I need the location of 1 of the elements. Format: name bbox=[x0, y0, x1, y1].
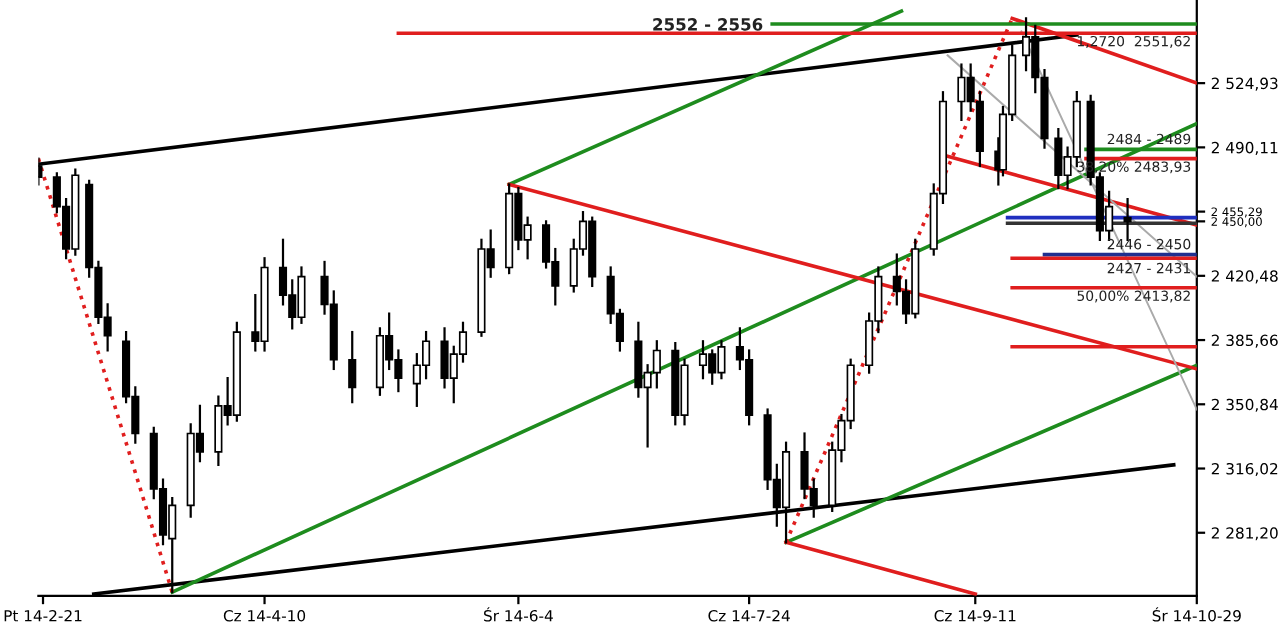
annotation: 2552 - 2556 bbox=[653, 18, 763, 31]
